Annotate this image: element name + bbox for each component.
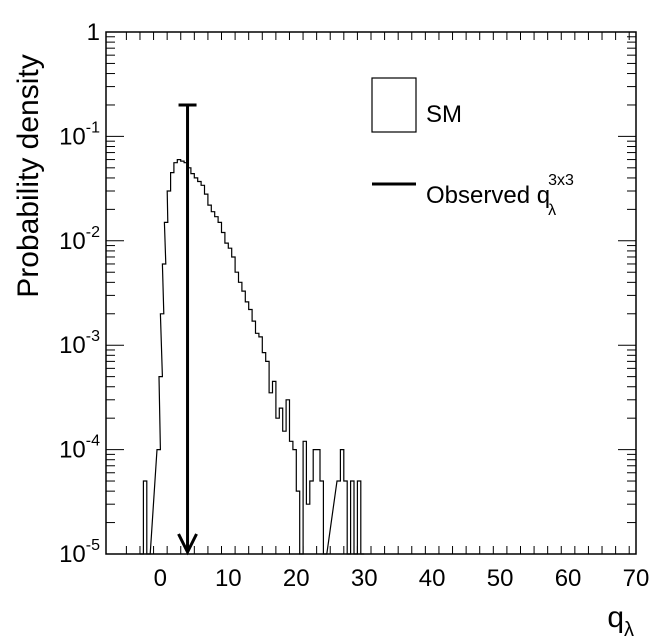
legend-sm-box-marker (371, 77, 417, 133)
y-axis-title: Probability density (12, 54, 45, 297)
legend-observed-label-sub: λ (548, 202, 556, 219)
y-tick-label-base: 10 (59, 228, 86, 255)
y-tick-labels: 10-510-410-310-210-11 (59, 19, 100, 568)
y-tick-label-exponent: -2 (86, 224, 100, 241)
sm-histogram-series (140, 159, 365, 555)
y-tick-label-exponent: -5 (86, 537, 100, 554)
legend-observed-label: Observed q λ 3x3 (426, 172, 574, 219)
legend: SM Observed q λ 3x3 (371, 77, 574, 219)
y-tick-label: 1 (87, 19, 100, 46)
y-tick-label-exponent: -4 (86, 433, 100, 450)
x-axis-title-sub: λ (624, 619, 634, 637)
y-tick-label-exponent: -3 (86, 328, 100, 345)
y-tick-label: 10-1 (59, 119, 100, 150)
x-tick-label: 70 (623, 565, 650, 592)
plot-frame (105, 31, 637, 555)
y-tick-label-base: 1 (87, 19, 100, 46)
x-tick-label: 50 (487, 565, 514, 592)
y-tick-label-base: 10 (59, 541, 86, 568)
observed-arrowhead (177, 533, 198, 556)
x-axis-title-main: q (607, 601, 624, 634)
axis-ticks (106, 31, 636, 555)
x-axis-title: qλ (607, 601, 634, 637)
observed-marker (177, 103, 198, 556)
y-tick-label: 10-3 (59, 328, 100, 359)
x-tick-labels: 0 10 20 30 40 50 60 70 (154, 565, 650, 592)
x-tick-label: 10 (215, 565, 242, 592)
x-tick-label: 60 (555, 565, 582, 592)
y-tick-label: 10-4 (59, 433, 100, 464)
legend-observed-label-sup: 3x3 (548, 172, 574, 189)
y-tick-label-base: 10 (59, 332, 86, 359)
x-tick-label: 0 (154, 565, 167, 592)
y-tick-label-exponent: -1 (86, 119, 100, 136)
y-tick-label-base: 10 (59, 123, 86, 150)
x-tick-label: 30 (351, 565, 378, 592)
y-tick-label: 10-2 (59, 224, 100, 255)
y-tick-label: 10-5 (59, 537, 100, 568)
x-tick-label: 40 (419, 565, 446, 592)
legend-observed-label-main: Observed q (426, 182, 550, 209)
x-tick-label: 20 (283, 565, 310, 592)
legend-sm-label: SM (426, 101, 462, 128)
y-tick-label-base: 10 (59, 437, 86, 464)
